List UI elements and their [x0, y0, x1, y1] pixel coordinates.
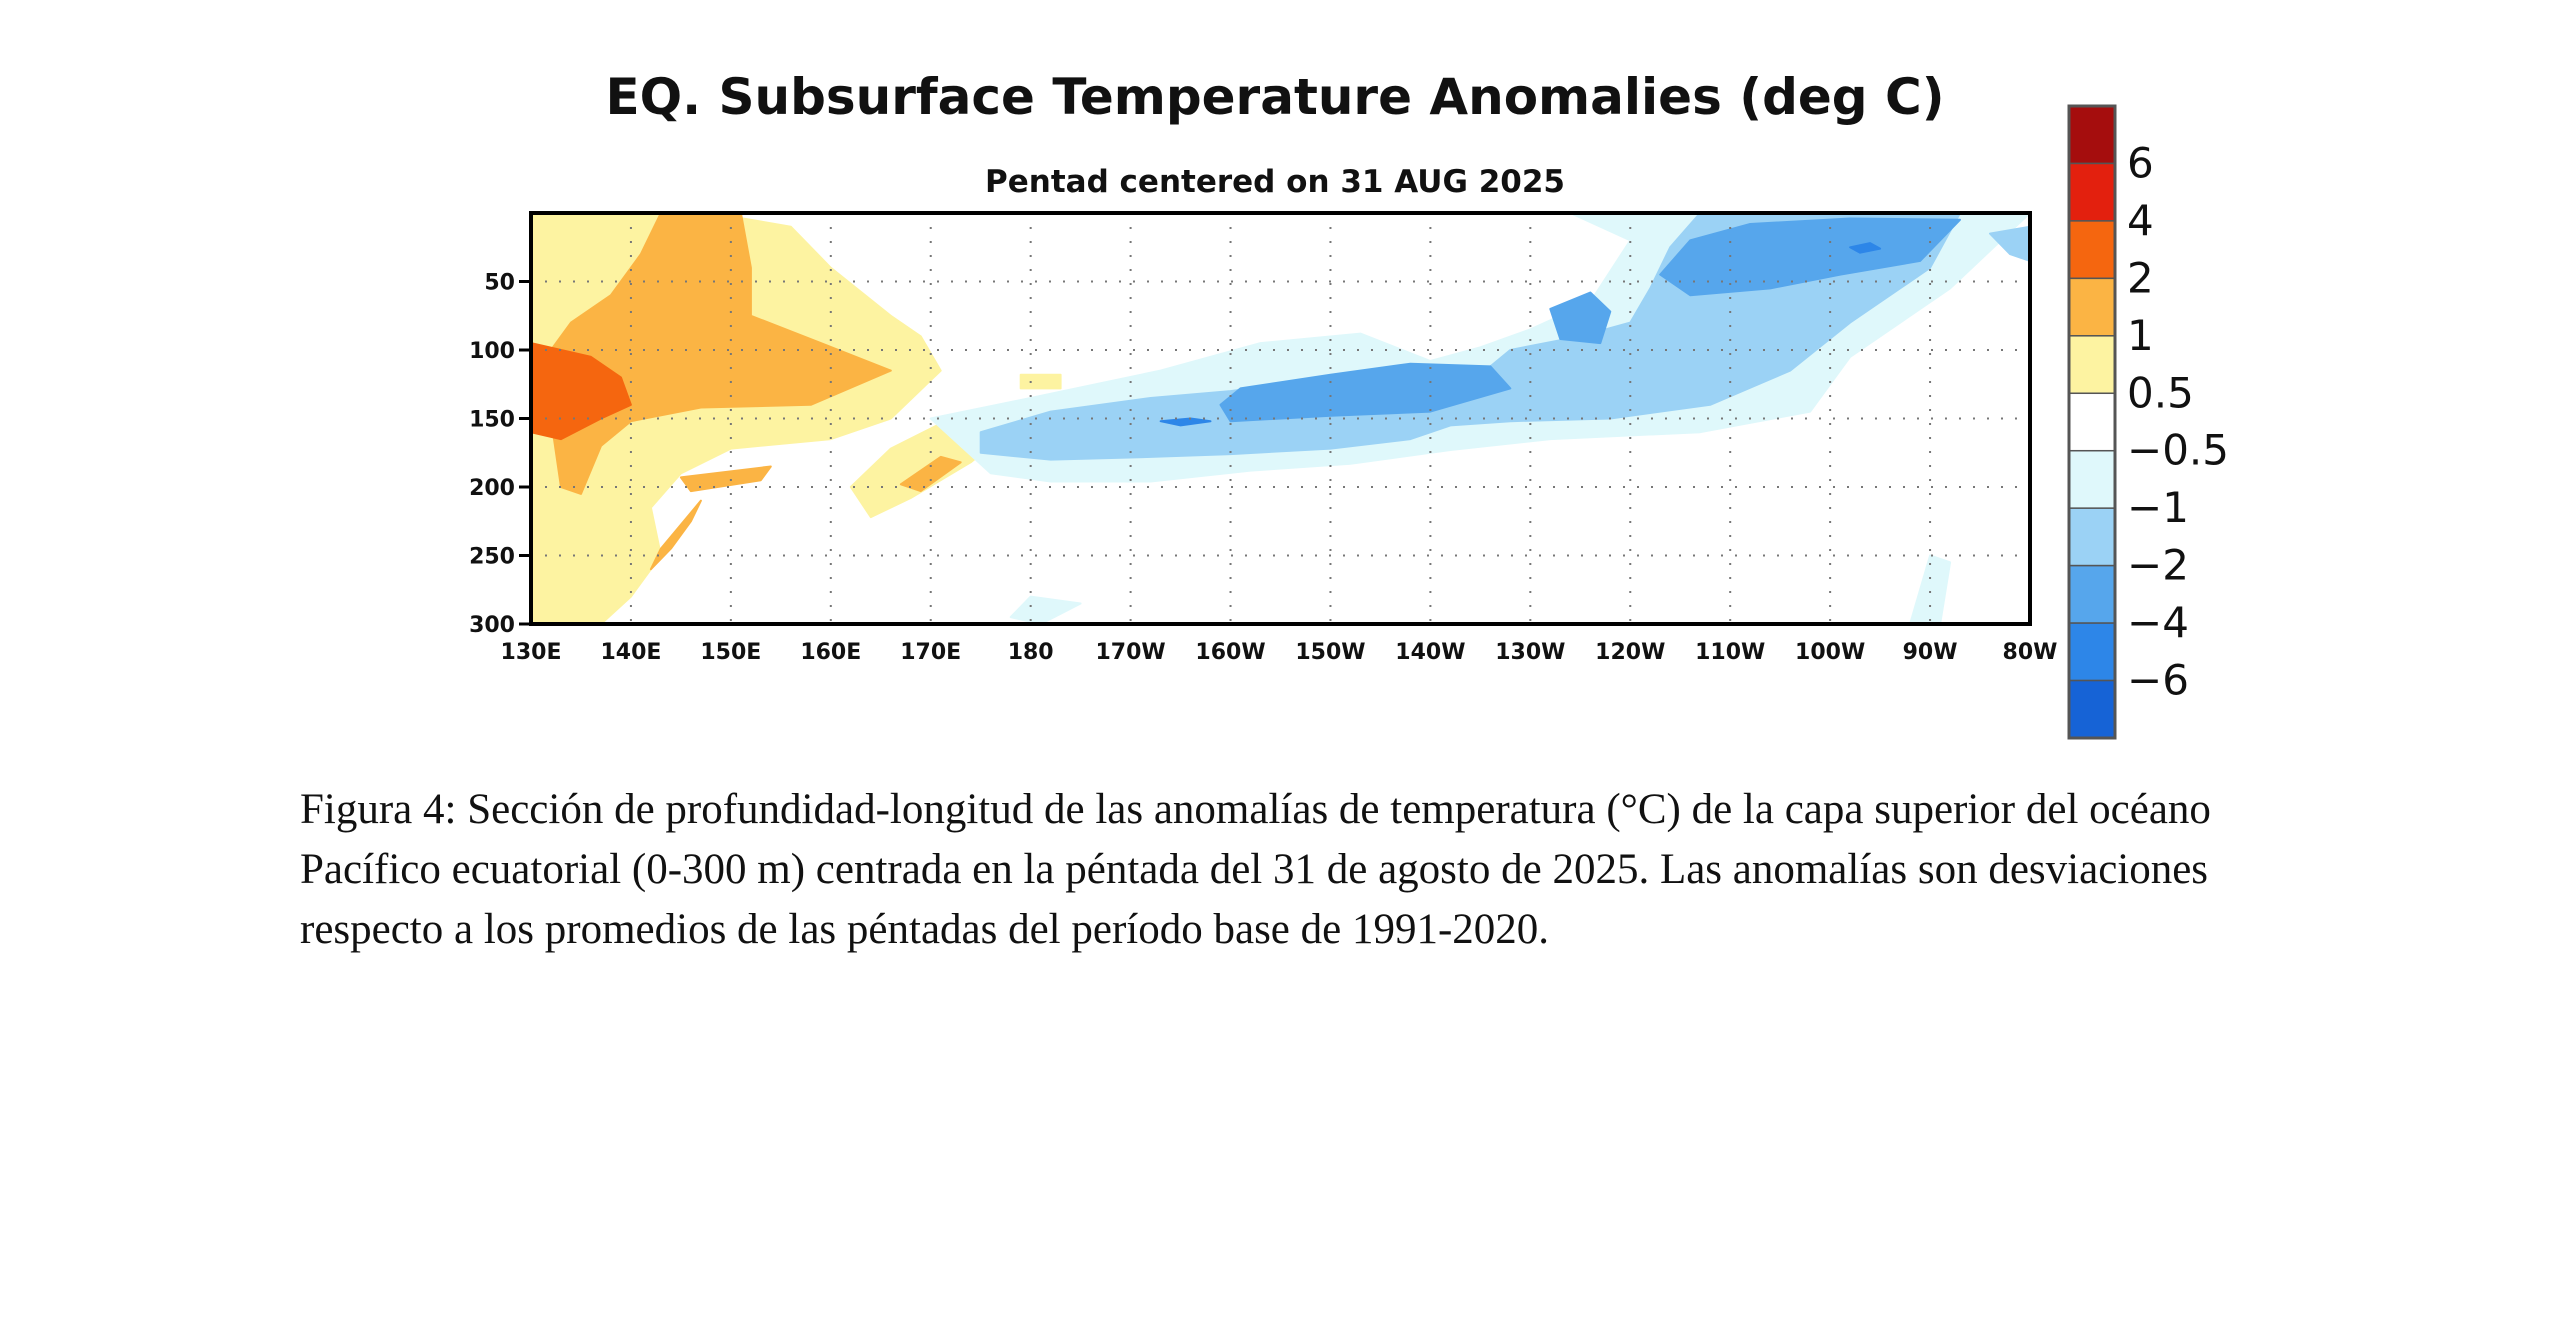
x-tick-label-140W: 140W: [1395, 640, 1465, 665]
anomaly-region-16: [1159, 417, 1212, 427]
colorbar-label-0: 6: [2127, 138, 2154, 187]
anomaly-region-10: [1909, 554, 1952, 624]
anomaly-region-14: [1659, 217, 1961, 297]
x-tick-label-110W: 110W: [1695, 640, 1765, 665]
anomaly-region-12: [1989, 225, 2030, 262]
colorbar-label-2: 2: [2127, 253, 2154, 302]
anomaly-region-3: [540, 213, 892, 495]
chart-subtitle: Pentad centered on 31 AUG 2025: [985, 164, 1565, 200]
anomaly-region-6: [899, 455, 962, 493]
colorbar-swatch-4: [2068, 335, 2116, 395]
x-tick-label-150W: 150W: [1295, 640, 1365, 665]
colorbar-label-8: −4: [2127, 598, 2189, 647]
y-axis: 50 100 150 200 250 300: [469, 271, 531, 638]
colorbar-swatch-7: [2068, 507, 2116, 567]
colorbar-legend: 6 4 2 1 0.5 −0.5 −1 −2 −4 −6: [2067, 104, 2229, 740]
colorbar-label-1: 4: [2127, 196, 2154, 245]
colorbar-label-9: −6: [2127, 656, 2189, 705]
x-tick-label-120W: 120W: [1595, 640, 1665, 665]
y-tick-label-150: 150: [469, 408, 515, 433]
x-tick-label-160W: 160W: [1195, 640, 1265, 665]
colorbar-swatch-0: [2068, 105, 2116, 165]
y-tick-label-200: 200: [469, 476, 515, 501]
colorbar-swatch-8: [2068, 564, 2116, 624]
anomaly-contours: [531, 213, 2030, 624]
colorbar-label-3: 1: [2127, 311, 2154, 360]
anomaly-region-9: [1009, 595, 1082, 624]
x-tick-label-170E: 170E: [900, 640, 961, 665]
y-tick-label-100: 100: [469, 339, 515, 364]
chart-title: EQ. Subsurface Temperature Anomalies (de…: [605, 68, 1944, 126]
x-tick-label-170W: 170W: [1095, 640, 1165, 665]
colorbar-swatch-5: [2068, 392, 2116, 452]
colorbar-label-4: 0.5: [2127, 368, 2194, 417]
plot-area: 130E 140E 150E 160E 170E 180 170W 160W 150W 140W 1…: [469, 211, 2058, 665]
y-tick-label-250: 250: [469, 545, 515, 570]
anomaly-region-5: [649, 499, 702, 571]
colorbar-swatch-9: [2068, 622, 2116, 682]
anomaly-region-15: [1549, 291, 1612, 345]
colorbar-frame: [2067, 104, 2117, 740]
colorbar-swatch-1: [2068, 162, 2116, 222]
anomaly-region-13: [1219, 362, 1512, 423]
x-tick-label-100W: 100W: [1795, 640, 1865, 665]
x-tick-label-140E: 140E: [600, 640, 661, 665]
colorbar-label-6: −1: [2127, 483, 2189, 532]
x-tick-label-80W: 80W: [2003, 640, 2058, 665]
colorbar-swatch-2: [2068, 220, 2116, 280]
figure-caption: Figura 4: Sección de profundidad-longitu…: [300, 786, 2211, 953]
anomaly-region-2: [1019, 373, 1062, 390]
colorbar-label-5: −0.5: [2127, 426, 2229, 475]
y-tick-label-300: 300: [469, 613, 515, 638]
anomaly-region-7: [531, 342, 632, 441]
x-tick-label-150E: 150E: [700, 640, 761, 665]
y-tick-label-50: 50: [484, 271, 515, 296]
colorbar-swatch-3: [2068, 277, 2116, 337]
x-tick-label-130W: 130W: [1495, 640, 1565, 665]
colorbar-swatch-10: [2068, 679, 2116, 739]
colorbar-swatch-6: [2068, 449, 2116, 509]
anomaly-region-4: [679, 465, 772, 493]
anomaly-region-17: [1849, 242, 1882, 254]
colorbar-label-7: −2: [2127, 541, 2189, 590]
x-axis: 130E 140E 150E 160E 170E 180 170W 160W 150W 140W 1…: [501, 640, 2058, 665]
x-tick-label-160E: 160E: [800, 640, 861, 665]
x-tick-label-90W: 90W: [1903, 640, 1958, 665]
x-tick-label-130E: 130E: [501, 640, 562, 665]
x-tick-label-180: 180: [1008, 640, 1054, 665]
